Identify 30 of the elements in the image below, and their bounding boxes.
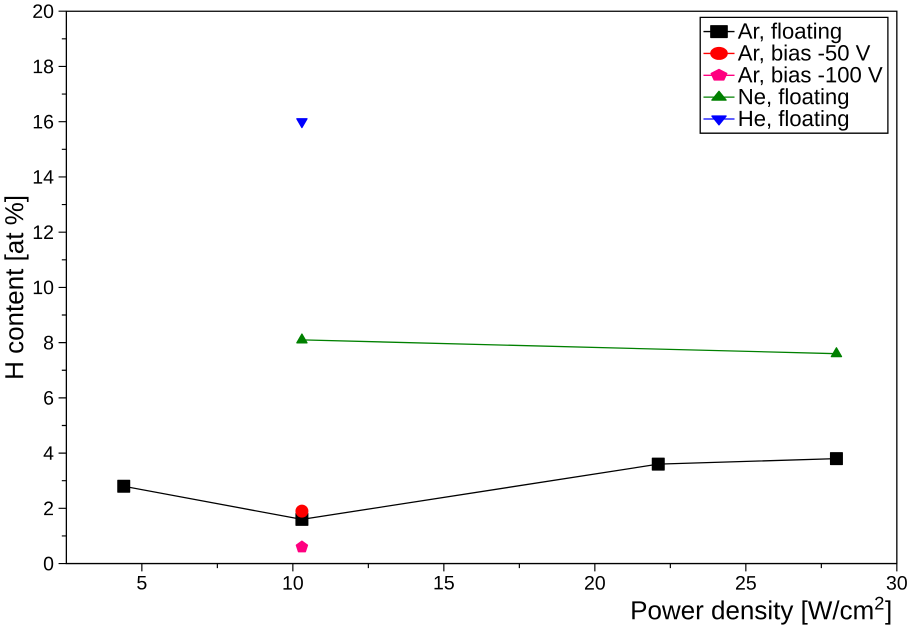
- legend-label: Ne, floating: [740, 88, 848, 109]
- x-tick-label: 5: [137, 576, 146, 590]
- y-tick-label: 12: [34, 225, 53, 239]
- legend-label: Ar, floating: [738, 22, 841, 44]
- point: [296, 540, 308, 552]
- point: [830, 452, 843, 466]
- y-axis-title: H content [at %]: [4, 196, 29, 378]
- y-tick-label: 18: [34, 60, 54, 74]
- y-tick-label: 10: [34, 280, 54, 294]
- x-axis-title: Power density [W/cm$^{2}$]: [632, 596, 890, 625]
- legend-label: Ar, bias -100 V: [738, 66, 883, 86]
- x-tick-label: 10: [284, 576, 303, 590]
- y-tick-label: 2: [44, 502, 53, 516]
- y-tick-label: 4: [44, 446, 54, 460]
- y-tick-label: 14: [34, 170, 54, 184]
- y-tick-label: 20: [33, 4, 54, 18]
- legend-label: Ar, bias -50 V: [738, 44, 870, 64]
- y-tick-label: 0: [44, 556, 54, 570]
- x-tick-label: 30: [886, 576, 907, 590]
- point: [296, 118, 308, 128]
- point: [652, 458, 665, 471]
- point: [117, 480, 130, 493]
- x-tick-label: 20: [584, 576, 605, 590]
- y-tick-label: 6: [44, 390, 54, 405]
- x-tick-label: 25: [736, 576, 756, 590]
- y-tick-label: 16: [34, 114, 54, 129]
- legend-label: He, floating: [740, 110, 848, 131]
- y-tick-label: 8: [44, 336, 54, 350]
- point: [295, 504, 308, 518]
- x-tick-label: 15: [434, 576, 454, 590]
